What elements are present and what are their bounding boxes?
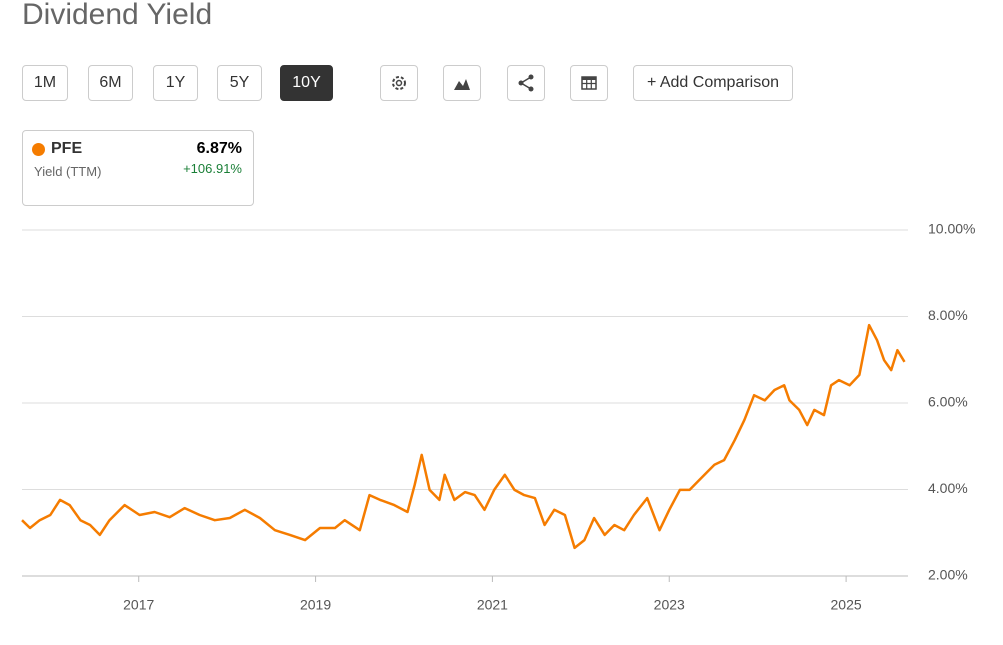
y-tick-label: 6.00% bbox=[928, 394, 968, 410]
mountain-icon bbox=[454, 79, 470, 90]
range-button[interactable]: 10Y bbox=[280, 65, 333, 101]
y-tick-label: 4.00% bbox=[928, 480, 968, 496]
table-button[interactable] bbox=[570, 65, 608, 101]
chart-type-button[interactable] bbox=[443, 65, 481, 101]
add-comparison-button[interactable]: + Add Comparison bbox=[633, 65, 793, 101]
x-tick-label: 2023 bbox=[654, 597, 685, 613]
share-icon bbox=[518, 74, 534, 92]
series-line bbox=[21, 323, 906, 550]
legend-value: 6.87% bbox=[196, 140, 242, 157]
legend-change: +106.91% bbox=[183, 161, 242, 176]
settings-button[interactable] bbox=[380, 65, 418, 101]
legend-card: PFE 6.87% Yield (TTM) +106.91% bbox=[22, 130, 254, 206]
x-tick-label: 2019 bbox=[300, 597, 331, 613]
x-tick-label: 2025 bbox=[831, 597, 862, 613]
range-button[interactable]: 1M bbox=[22, 65, 68, 101]
gear-icon bbox=[392, 76, 406, 90]
table-icon bbox=[581, 76, 597, 90]
range-button[interactable]: 5Y bbox=[217, 65, 262, 101]
page-title: Dividend Yield bbox=[22, 0, 213, 31]
legend-metric: Yield (TTM) bbox=[34, 164, 102, 179]
legend-symbol: PFE bbox=[51, 140, 83, 157]
share-button[interactable] bbox=[507, 65, 545, 101]
y-tick-label: 2.00% bbox=[928, 567, 968, 583]
x-tick-label: 2021 bbox=[477, 597, 508, 613]
range-button[interactable]: 6M bbox=[88, 65, 133, 101]
y-tick-label: 10.00% bbox=[928, 221, 975, 237]
y-tick-label: 8.00% bbox=[928, 307, 968, 323]
range-button[interactable]: 1Y bbox=[153, 65, 198, 101]
legend-dot bbox=[32, 143, 45, 156]
x-tick-label: 2017 bbox=[123, 597, 154, 613]
